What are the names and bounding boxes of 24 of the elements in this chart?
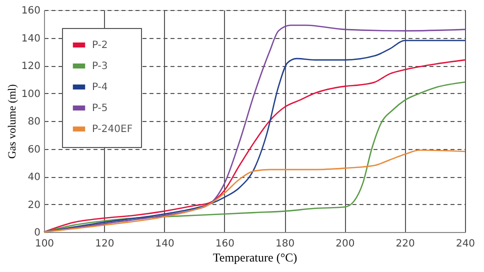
legend-label: P-4 bbox=[92, 82, 108, 93]
y-tick-label: 80 bbox=[28, 116, 40, 128]
legend-label: P-3 bbox=[92, 61, 108, 72]
y-tick-label: 160 bbox=[21, 6, 40, 16]
legend-label: P-2 bbox=[92, 40, 108, 51]
y-tick-label: 40 bbox=[28, 172, 40, 183]
x-tick-label: 200 bbox=[336, 238, 355, 250]
legend-label: P-240EF bbox=[92, 124, 133, 135]
y-axis-title: Gas volume (ml) bbox=[6, 84, 18, 159]
y-tick-label: 60 bbox=[28, 144, 40, 156]
y-tick-label: 120 bbox=[21, 61, 40, 72]
y-tick-label: 140 bbox=[21, 33, 40, 44]
x-tick-label: 100 bbox=[34, 238, 54, 250]
x-tick-label: 140 bbox=[155, 238, 174, 250]
legend-label: P-5 bbox=[92, 103, 108, 114]
x-tick-label: 160 bbox=[215, 238, 234, 250]
x-tick-label: 120 bbox=[95, 238, 114, 250]
x-tick-label: 220 bbox=[396, 238, 415, 250]
y-tick-label: 20 bbox=[28, 200, 40, 211]
x-axis-title: Temperature (°C) bbox=[212, 250, 298, 264]
x-tick-label: 240 bbox=[456, 238, 476, 250]
y-tick-label: 100 bbox=[21, 88, 40, 100]
y-tick-label: 0 bbox=[34, 228, 40, 238]
x-tick-label: 180 bbox=[276, 238, 295, 250]
